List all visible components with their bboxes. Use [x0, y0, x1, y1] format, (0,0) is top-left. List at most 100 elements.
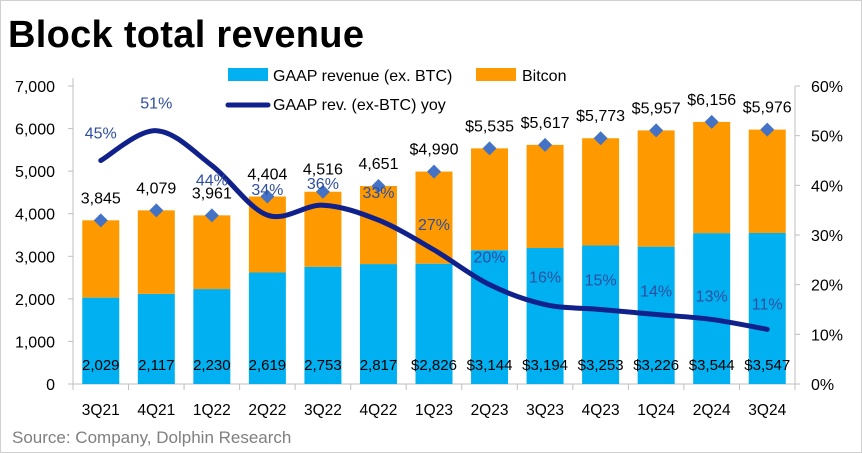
bar-gaap-revenue — [748, 232, 786, 384]
left-tick-label: 2,000 — [15, 292, 55, 309]
bar-gaap-revenue — [248, 272, 286, 384]
x-tick-label: 4Q22 — [360, 402, 398, 419]
total-label: 4,651 — [358, 156, 398, 173]
yoy-label: 15% — [585, 273, 617, 290]
total-marker — [760, 122, 775, 137]
gaap-label: $3,544 — [689, 357, 735, 374]
bar-bitcoin — [582, 138, 620, 246]
yoy-label: 45% — [85, 126, 117, 143]
gaap-label: $3,194 — [522, 357, 568, 374]
yoy-label: 33% — [362, 185, 394, 202]
gaap-label: 2,753 — [304, 357, 342, 374]
total-label: 4,079 — [136, 180, 176, 197]
bar-bitcoin — [471, 148, 509, 251]
legend-swatch-gaap — [228, 68, 268, 81]
gaap-label: 2,029 — [82, 357, 120, 374]
yoy-label: 20% — [474, 250, 506, 267]
yoy-label: 51% — [140, 96, 172, 113]
bar-gaap-revenue — [137, 293, 175, 384]
total-marker — [204, 208, 219, 223]
bar-gaap-revenue — [471, 250, 509, 384]
total-marker — [704, 114, 719, 129]
x-tick-label: 1Q22 — [193, 402, 231, 419]
yoy-label: 27% — [418, 217, 450, 234]
yoy-label: 14% — [640, 283, 672, 300]
left-tick-label: 3,000 — [15, 249, 55, 266]
yoy-label: 13% — [696, 288, 728, 305]
bar-gaap-revenue — [193, 289, 231, 384]
gaap-label: 2,817 — [360, 357, 398, 374]
total-label: 4,404 — [247, 167, 287, 184]
x-tick-label: 3Q21 — [82, 402, 120, 419]
left-tick-label: 1,000 — [15, 334, 55, 351]
right-tick-label: 20% — [811, 278, 843, 295]
bar-bitcoin — [748, 129, 786, 233]
total-label: 4,516 — [303, 162, 343, 179]
yoy-label: 11% — [752, 296, 783, 313]
total-label: $5,617 — [521, 115, 570, 132]
gaap-label: $2,826 — [411, 357, 457, 374]
left-tick-label: 4,000 — [15, 207, 55, 224]
x-tick-label: 3Q24 — [748, 402, 786, 419]
right-tick-label: 40% — [811, 178, 843, 195]
bar-bitcoin — [137, 210, 175, 294]
total-label: $4,990 — [410, 142, 459, 159]
left-tick-label: 5,000 — [15, 164, 55, 181]
x-tick-label: 4Q21 — [137, 402, 175, 419]
x-tick-label: 2Q22 — [248, 402, 286, 419]
x-tick-label: 4Q23 — [582, 402, 620, 419]
left-tick-label: 6,000 — [15, 122, 55, 139]
bar-bitcoin — [526, 144, 564, 249]
total-marker — [593, 131, 608, 146]
total-marker — [649, 123, 664, 138]
total-marker — [427, 164, 441, 179]
yoy-label: 16% — [529, 270, 561, 287]
bar-bitcoin — [637, 130, 675, 247]
yoy-line — [98, 128, 770, 332]
right-tick-label: 50% — [811, 129, 843, 146]
gaap-label: $3,253 — [578, 357, 624, 374]
x-tick-label: 2Q24 — [693, 402, 731, 419]
bar-bitcoin — [193, 215, 231, 290]
gaap-label: $3,144 — [467, 357, 513, 374]
yoy-label: 34% — [251, 182, 283, 199]
gaap-label: 2,619 — [249, 357, 287, 374]
total-marker — [93, 213, 108, 228]
gaap-label: $3,547 — [744, 357, 790, 374]
legend-label-gaap: GAAP revenue (ex. BTC) — [273, 68, 452, 85]
x-tick-label: 3Q22 — [304, 402, 342, 419]
total-label: $5,773 — [576, 108, 625, 125]
legend-label-bitcoin: Bitcon — [522, 68, 566, 85]
bar-gaap-revenue — [82, 297, 120, 384]
total-label: 3,845 — [81, 190, 121, 207]
gaap-label: 2,117 — [138, 357, 174, 374]
x-tick-label: 1Q23 — [415, 402, 453, 419]
right-tick-label: 30% — [811, 228, 843, 245]
yoy-label: 44% — [196, 172, 228, 189]
legend-label-yoy: GAAP rev. (ex-BTC) yoy — [273, 97, 446, 114]
total-marker — [260, 189, 275, 204]
bar-gaap-revenue — [526, 248, 564, 384]
total-marker — [538, 137, 553, 152]
total-marker — [149, 203, 164, 218]
bar-bitcoin — [82, 220, 120, 298]
gaap-label: $3,226 — [633, 357, 679, 374]
x-tick-label: 3Q23 — [526, 402, 564, 419]
bar-bitcoin — [693, 121, 731, 234]
right-tick-label: 10% — [811, 327, 843, 344]
total-marker — [371, 179, 386, 194]
total-label: 3,961 — [192, 185, 232, 202]
x-tick-label: 1Q24 — [637, 402, 675, 419]
gaap-label: 2,230 — [193, 357, 231, 374]
bar-gaap-revenue — [359, 264, 397, 384]
right-tick-label: 60% — [811, 79, 843, 96]
source-note: Source: Company, Dolphin Research — [12, 428, 292, 447]
chart-title: Block total revenue — [8, 14, 365, 56]
total-label: $5,957 — [632, 100, 681, 117]
legend-swatch-bitcoin — [476, 68, 516, 81]
right-tick-label: 0% — [811, 377, 834, 394]
x-tick-label: 2Q23 — [471, 402, 509, 419]
yoy-label: 36% — [307, 176, 339, 193]
left-tick-label: 0 — [46, 377, 55, 394]
